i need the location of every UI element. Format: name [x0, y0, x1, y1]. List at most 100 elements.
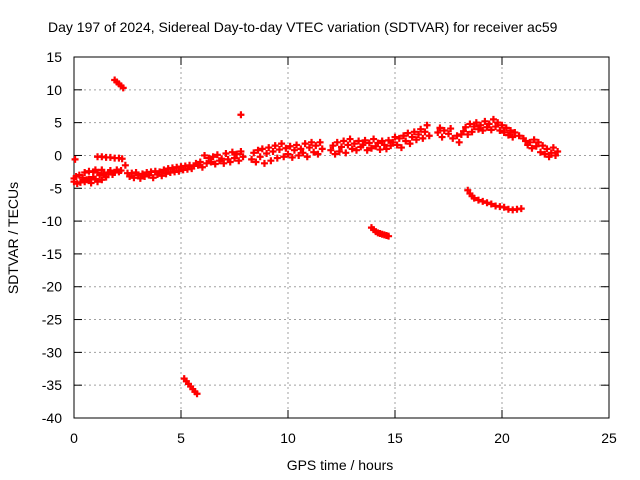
data-point [209, 153, 217, 161]
data-point [237, 111, 245, 119]
data-point [338, 143, 345, 151]
data-point [213, 151, 221, 159]
data-point [389, 138, 397, 146]
data-point [71, 155, 79, 163]
data-point [464, 130, 472, 138]
y-tick-labels: -40 -35 -30 -25 -20 -15 -10 -5 0 5 10 15 [42, 49, 62, 426]
data-point [455, 138, 463, 146]
data-point [203, 159, 211, 167]
data-point [284, 150, 292, 158]
data-point [355, 137, 363, 145]
data-point [231, 154, 238, 162]
data-point [290, 146, 298, 154]
data-point [344, 141, 352, 149]
series-segment-near-1-5-h [94, 153, 126, 163]
data-point [502, 124, 510, 132]
data-point [359, 141, 367, 149]
data-point [445, 130, 452, 138]
data-point [149, 174, 157, 182]
y-tick-label: -10 [42, 213, 62, 229]
data-point [436, 124, 444, 132]
x-tick-labels: 0 5 10 15 20 25 [70, 430, 617, 446]
data-point [554, 148, 562, 156]
data-point [517, 205, 525, 213]
data-point [265, 144, 273, 152]
data-point [211, 160, 219, 168]
data-point [385, 136, 393, 144]
data-point [412, 136, 420, 144]
data-point [248, 155, 256, 163]
data-point [487, 200, 495, 208]
data-point [530, 136, 538, 144]
data-point [419, 134, 427, 142]
data-point [278, 140, 286, 148]
data-point [340, 137, 348, 145]
data-point [301, 140, 309, 148]
x-tick-label: 15 [387, 430, 403, 446]
y-tick-label: -20 [42, 279, 62, 295]
data-point [374, 139, 382, 147]
data-point [119, 84, 127, 92]
data-point [252, 158, 260, 166]
data-point [256, 153, 264, 161]
data-point [440, 127, 448, 135]
data-point [485, 120, 493, 128]
data-point [528, 144, 536, 152]
data-point [117, 167, 125, 175]
data-point [453, 132, 461, 140]
data-point [477, 121, 485, 129]
data-point [385, 232, 393, 240]
grid [74, 57, 609, 418]
data-point [479, 197, 487, 205]
data-point [260, 159, 268, 167]
data-point [472, 119, 480, 127]
data-point [421, 128, 429, 136]
data-point [342, 149, 350, 157]
data-point [543, 145, 551, 153]
data-point [380, 141, 388, 149]
data-point [509, 133, 517, 141]
data-point [297, 145, 305, 153]
data-point [254, 146, 262, 154]
data-point [393, 141, 401, 149]
data-point [327, 146, 335, 154]
data-point [158, 172, 166, 180]
data-point [350, 140, 358, 148]
data-point [346, 135, 354, 143]
x-tick-label: 5 [177, 430, 185, 446]
data-point [479, 127, 487, 135]
series-segment-near-14-h [367, 224, 393, 240]
data-point [438, 133, 446, 141]
data-point [333, 138, 341, 146]
data-point [447, 125, 455, 133]
data-point [449, 134, 457, 142]
data-point [549, 144, 557, 152]
data-point [269, 148, 277, 156]
data-point [462, 123, 470, 131]
data-point [370, 135, 378, 143]
data-point [489, 115, 497, 123]
data-point [410, 128, 418, 136]
data-point [391, 133, 399, 141]
series-segment-near-2-h [111, 76, 127, 92]
data-point [250, 149, 258, 157]
data-point [273, 154, 281, 162]
data-point [423, 121, 431, 129]
data-point [85, 175, 93, 183]
data-point [263, 149, 271, 157]
data-point [532, 142, 540, 150]
data-point [352, 146, 360, 154]
data-point [282, 144, 290, 152]
data-point [474, 125, 482, 133]
y-tick-label: 10 [46, 82, 62, 98]
axis-ticks [73, 56, 610, 419]
data-point [500, 128, 508, 136]
data-point [402, 137, 410, 145]
data-points [70, 76, 562, 398]
y-tick-label: -5 [50, 180, 63, 196]
data-point [314, 150, 322, 158]
data-point [98, 166, 106, 174]
data-point [303, 153, 311, 161]
data-point [541, 150, 549, 158]
